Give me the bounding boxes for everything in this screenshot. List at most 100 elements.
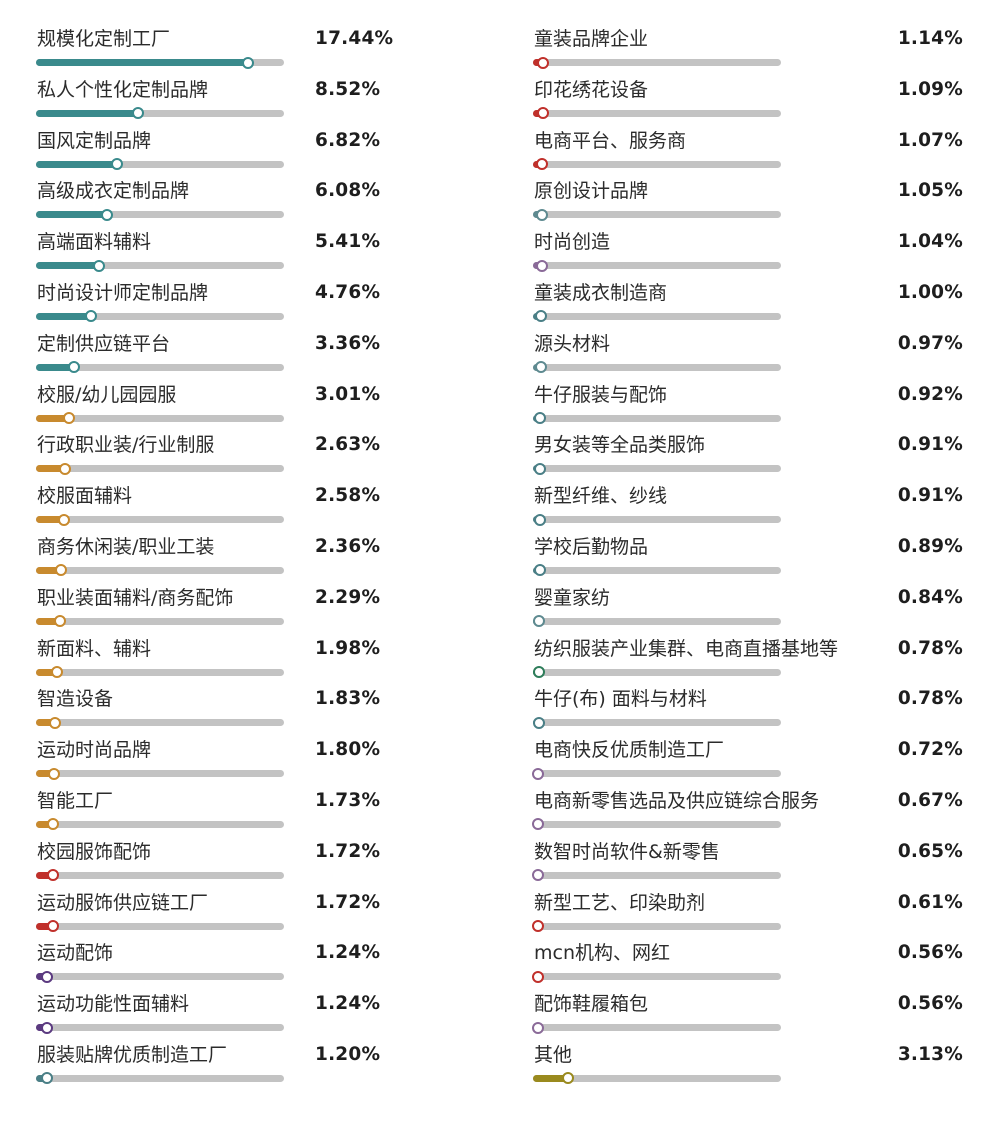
left-row-16: 校园服饰配饰 1.72%: [36, 839, 396, 890]
right-row-19: 配饰鞋履箱包 0.56%: [532, 991, 965, 1042]
category-label: 时尚创造: [534, 231, 611, 254]
left-row-7: 校服/幼儿园园服 3.01%: [36, 382, 396, 433]
value-label: 1.00%: [897, 281, 963, 303]
category-label: 童装品牌企业: [534, 28, 649, 50]
value-label: 0.97%: [897, 332, 963, 354]
bar-end-marker: [48, 767, 61, 780]
value-label: 0.72%: [897, 739, 963, 761]
left-row-5: 时尚设计师定制品牌 4.76%: [36, 280, 396, 331]
value-label: 1.73%: [315, 789, 381, 811]
value-label: 1.83%: [315, 688, 381, 710]
bar-track: [533, 564, 781, 577]
bar-fill: [533, 1074, 572, 1082]
value-label: 1.20%: [315, 1043, 381, 1065]
left-row-19: 运动功能性面辅料 1.24%: [36, 991, 396, 1042]
bar-end-marker: [532, 666, 545, 679]
left-row-6: 定制供应链平台 3.36%: [36, 331, 396, 382]
category-label: 校服面辅料: [37, 485, 133, 508]
left-row-2: 国风定制品牌 6.82%: [36, 128, 396, 179]
bar-track: [532, 920, 781, 933]
bar-end-marker: [47, 818, 60, 831]
category-label: 牛仔(布) 面料与材料: [534, 688, 707, 711]
value-label: 3.36%: [315, 332, 381, 354]
value-label: 0.78%: [897, 688, 963, 710]
right-row-18: mcn机构、网红 0.56%: [532, 940, 965, 991]
bar-end-marker: [55, 564, 68, 577]
bar-fill: [36, 414, 74, 422]
category-label: 源头材料: [534, 332, 611, 355]
value-label: 1.72%: [315, 891, 381, 913]
bar-end-marker: [41, 970, 54, 983]
category-label: 行政职业装/行业制服: [37, 434, 215, 457]
bar-track: [533, 513, 781, 526]
value-label: 5.41%: [315, 231, 381, 253]
bar-fill: [36, 871, 58, 879]
right-row-15: 电商新零售选品及供应链综合服务 0.67%: [532, 788, 965, 839]
bar-fill: [36, 312, 96, 320]
value-label: 0.67%: [897, 789, 963, 811]
bar-track: [533, 1072, 781, 1085]
bar-end-marker: [93, 259, 106, 272]
bar-fill: [36, 109, 142, 117]
bar-fill: [36, 465, 69, 473]
value-label: 0.92%: [897, 383, 963, 405]
bar-fill: [36, 668, 61, 676]
bar-track: [36, 412, 284, 425]
bar-end-marker: [110, 158, 123, 171]
bar-fill: [36, 59, 253, 66]
bar-track: [36, 107, 284, 120]
category-label: 运动时尚品牌: [37, 739, 152, 762]
category-label: 电商平台、服务商: [534, 129, 687, 152]
category-label: 时尚设计师定制品牌: [37, 281, 209, 304]
bar-fill: [36, 160, 121, 168]
value-label: 0.78%: [897, 637, 963, 659]
value-label: 0.91%: [897, 485, 963, 507]
bar-end-marker: [242, 56, 255, 69]
right-row-9: 新型纤维、纱线 0.91%: [533, 483, 965, 534]
bar-track: [532, 869, 781, 882]
bar-track: [533, 158, 781, 171]
bar-track: [36, 869, 284, 882]
left-row-1: 私人个性化定制品牌 8.52%: [36, 77, 396, 128]
category-label: 商务休闲装/职业工装: [37, 535, 215, 558]
value-label: 2.58%: [315, 485, 381, 507]
bar-fill: [36, 262, 104, 270]
category-label: mcn机构、网红: [534, 942, 670, 965]
category-label: 婴童家纺: [534, 586, 611, 609]
right-row-7: 牛仔服装与配饰 0.92%: [533, 382, 965, 433]
bar-track: [36, 1021, 284, 1034]
bar-track: [36, 615, 284, 628]
category-label: 校服/幼儿园园服: [37, 383, 177, 406]
category-label: 私人个性化定制品牌: [37, 78, 209, 101]
bar-track: [532, 970, 781, 983]
right-row-14: 电商快反优质制造工厂 0.72%: [532, 737, 965, 788]
category-label: 智造设备: [37, 688, 114, 711]
bar-track: [532, 1021, 781, 1034]
category-label: 校园服饰配饰: [37, 840, 152, 863]
value-label: 6.08%: [315, 180, 381, 202]
category-label: 定制供应链平台: [37, 332, 171, 355]
category-label: 其他: [534, 1043, 573, 1066]
bar-end-marker: [131, 107, 144, 120]
category-label: 电商新零售选品及供应链综合服务: [534, 789, 820, 812]
bar-track: [533, 107, 781, 120]
category-label: 牛仔服装与配饰: [534, 383, 668, 406]
bar-track: [36, 513, 284, 526]
bar-track: [532, 716, 781, 729]
bar-track: [36, 970, 284, 983]
left-row-3: 高级成衣定制品牌 6.08%: [36, 178, 396, 229]
bar-end-marker: [537, 56, 550, 69]
left-row-0: 规模化定制工厂 17.44%: [36, 26, 396, 77]
category-label: 服装贴牌优质制造工厂: [37, 1043, 228, 1066]
bar-fill: [36, 922, 58, 930]
right-row-2: 电商平台、服务商 1.07%: [533, 128, 965, 179]
bar-track: [533, 259, 781, 272]
category-label: 原创设计品牌: [534, 180, 649, 203]
category-label: 数智时尚软件&新零售: [534, 840, 720, 863]
bar-end-marker: [101, 208, 114, 221]
left-column: 规模化定制工厂 17.44% 私人个性化定制品牌 8.52% 国风定制品牌 6.82% 高级…: [36, 26, 396, 1093]
right-row-10: 学校后勤物品 0.89%: [533, 534, 965, 585]
category-label: 智能工厂: [37, 789, 114, 812]
bar-end-marker: [47, 920, 60, 933]
category-label: 印花绣花设备: [534, 78, 649, 101]
